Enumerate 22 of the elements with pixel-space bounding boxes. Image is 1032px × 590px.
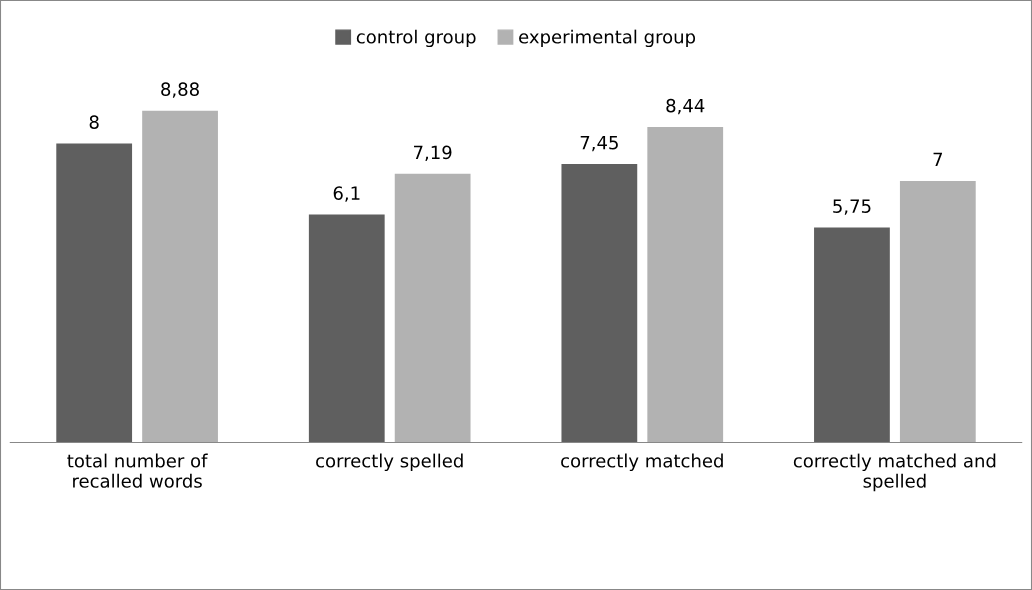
x-tick-label: total number of recalled words xyxy=(67,453,208,488)
x-tick-label: correctly spelled xyxy=(316,453,463,472)
x-tick-label: correctly matched and spelled xyxy=(793,453,996,492)
data-label: 7,45 xyxy=(580,136,618,152)
data-label: 6,1 xyxy=(333,186,360,202)
legend-label: experimental group xyxy=(519,29,696,48)
bar xyxy=(142,110,218,443)
legend-label: control group xyxy=(356,29,476,48)
bar xyxy=(899,180,976,443)
x-tick-label: correctly matched xyxy=(561,453,723,472)
bar xyxy=(56,143,133,443)
data-label: 8,44 xyxy=(666,98,705,115)
bar xyxy=(394,173,471,443)
bar xyxy=(308,214,385,443)
data-label: 8 xyxy=(89,115,99,129)
bar xyxy=(647,127,724,443)
data-label: 8,88 xyxy=(161,82,199,98)
data-label: 7,19 xyxy=(414,145,452,162)
bar xyxy=(561,164,638,443)
data-label: 5,75 xyxy=(833,199,871,215)
data-label: 7 xyxy=(933,152,943,167)
bar xyxy=(814,227,890,443)
